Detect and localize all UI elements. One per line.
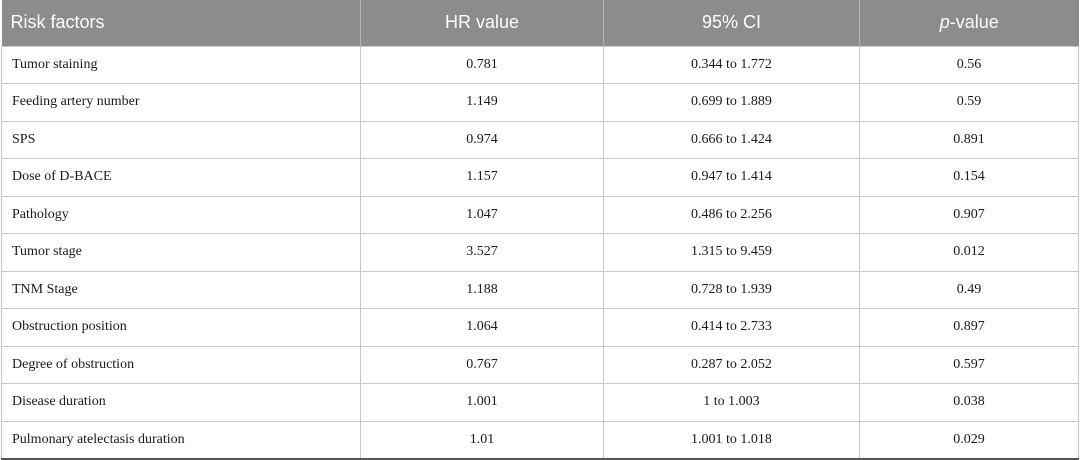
- cell-95-ci: 0.947 to 1.414: [603, 158, 860, 197]
- cell-p-value: 0.012: [859, 233, 1079, 272]
- cell-hr-value: 0.781: [360, 45, 604, 84]
- value-suffix: -value: [949, 12, 999, 33]
- cell-hr-value: 1.01: [360, 420, 604, 460]
- cell-hr-value: 3.527: [360, 233, 604, 272]
- cell-p-value: 0.891: [859, 120, 1079, 159]
- cell-risk-factor: Pathology: [1, 195, 361, 234]
- cell-p-value: 0.154: [859, 158, 1079, 197]
- cell-risk-factor: Pulmonary atelectasis duration: [1, 420, 361, 460]
- cell-risk-factor: Disease duration: [1, 383, 361, 422]
- table-row: Tumor staining 0.781 0.344 to 1.772 0.56: [1, 45, 1079, 84]
- cell-95-ci: 0.414 to 2.733: [603, 308, 860, 347]
- cell-risk-factor: Feeding artery number: [1, 83, 361, 122]
- cell-95-ci: 0.344 to 1.772: [603, 45, 860, 84]
- cell-hr-value: 1.149: [360, 83, 604, 122]
- cell-p-value: 0.029: [859, 420, 1079, 460]
- cell-p-value: 0.49: [859, 270, 1079, 309]
- cell-hr-value: 1.157: [360, 158, 604, 197]
- cell-hr-value: 1.188: [360, 270, 604, 309]
- cell-hr-value: 0.974: [360, 120, 604, 159]
- cell-risk-factor: Dose of D-BACE: [1, 158, 361, 197]
- header-row: Risk factors HR value 95% CI p-value: [1, 0, 1079, 46]
- table-row: Pathology 1.047 0.486 to 2.256 0.907: [1, 195, 1079, 234]
- table-row: Pulmonary atelectasis duration 1.01 1.001 …: [1, 420, 1079, 460]
- cell-risk-factor: Tumor staining: [1, 45, 361, 84]
- table-row: Degree of obstruction 0.767 0.287 to 2.052…: [1, 345, 1079, 384]
- table-row: Feeding artery number 1.149 0.699 to 1.889…: [1, 83, 1079, 122]
- table-row: Obstruction position 1.064 0.414 to 2.733 0…: [1, 308, 1079, 347]
- table-row: TNM Stage 1.188 0.728 to 1.939 0.49: [1, 270, 1079, 309]
- cell-95-ci: 0.666 to 1.424: [603, 120, 860, 159]
- cell-hr-value: 1.047: [360, 195, 604, 234]
- cell-risk-factor: Tumor stage: [1, 233, 361, 272]
- cell-risk-factor: TNM Stage: [1, 270, 361, 309]
- cell-95-ci: 0.287 to 2.052: [603, 345, 860, 384]
- cell-p-value: 0.597: [859, 345, 1079, 384]
- cell-95-ci: 1.001 to 1.018: [603, 420, 860, 460]
- cell-hr-value: 1.064: [360, 308, 604, 347]
- cell-95-ci: 1.315 to 9.459: [603, 233, 860, 272]
- cell-risk-factor: SPS: [1, 120, 361, 159]
- header-hr-value: HR value: [360, 0, 604, 46]
- cell-p-value: 0.59: [859, 83, 1079, 122]
- cell-95-ci: 0.486 to 2.256: [603, 195, 860, 234]
- cell-95-ci: 1 to 1.003: [603, 383, 860, 422]
- cell-95-ci: 0.699 to 1.889: [603, 83, 860, 122]
- p-letter: p: [939, 12, 950, 33]
- cell-hr-value: 0.767: [360, 345, 604, 384]
- cell-risk-factor: Obstruction position: [1, 308, 361, 347]
- cell-hr-value: 1.001: [360, 383, 604, 422]
- header-95-ci: 95% CI: [603, 0, 860, 46]
- header-p-value: p-value: [859, 0, 1079, 46]
- table-row: SPS 0.974 0.666 to 1.424 0.891: [1, 120, 1079, 159]
- cell-p-value: 0.038: [859, 383, 1079, 422]
- cell-risk-factor: Degree of obstruction: [1, 345, 361, 384]
- table-row: Dose of D-BACE 1.157 0.947 to 1.414 0.154: [1, 158, 1079, 197]
- cell-p-value: 0.56: [859, 45, 1079, 84]
- cell-95-ci: 0.728 to 1.939: [603, 270, 860, 309]
- header-risk-factors: Risk factors: [1, 0, 361, 46]
- table-row: Tumor stage 3.527 1.315 to 9.459 0.012: [1, 233, 1079, 272]
- cell-p-value: 0.897: [859, 308, 1079, 347]
- cell-p-value: 0.907: [859, 195, 1079, 234]
- table-row: Disease duration 1.001 1 to 1.003 0.038: [1, 383, 1079, 422]
